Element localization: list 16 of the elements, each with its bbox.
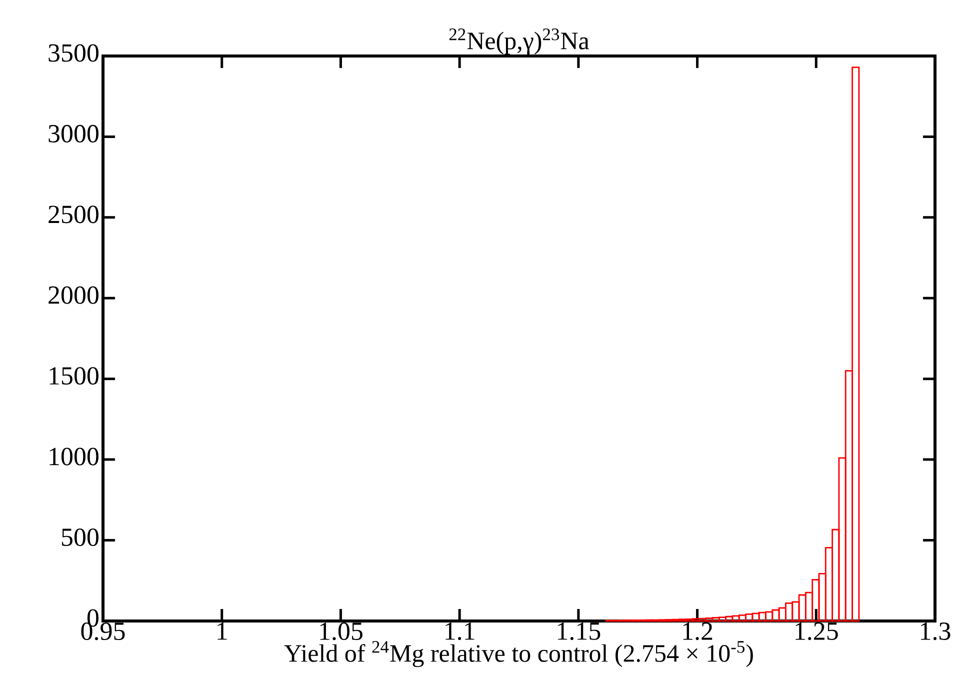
- y-tick-label: 2500: [48, 206, 98, 224]
- x-axis-title: Yield of $^{24}$Mg relative to control (2.754 × 10$^{-5}$): [284, 641, 753, 668]
- y-tick-label: 500: [62, 528, 98, 546]
- y-tick-label: 3500: [48, 44, 98, 62]
- y-tick-label: 3000: [48, 124, 98, 142]
- x-tick-label: 1.15: [558, 622, 600, 640]
- x-tick-label: 1: [218, 622, 227, 640]
- y-tick-label: 2000: [48, 286, 98, 304]
- x-tick-label: 1.2: [683, 622, 712, 640]
- y-tick-label: 1000: [50, 448, 98, 466]
- x-tick-label: 1.25: [796, 622, 838, 640]
- y-tick-label: 1500: [50, 367, 98, 385]
- x-tick-label: 1.1: [446, 622, 474, 640]
- chart-title: $^{22}$Ne(p,γ)$^{23}$Na: [449, 28, 590, 54]
- x-tick-label: 1.3: [921, 622, 950, 640]
- x-tick-label: 1.05: [320, 622, 362, 640]
